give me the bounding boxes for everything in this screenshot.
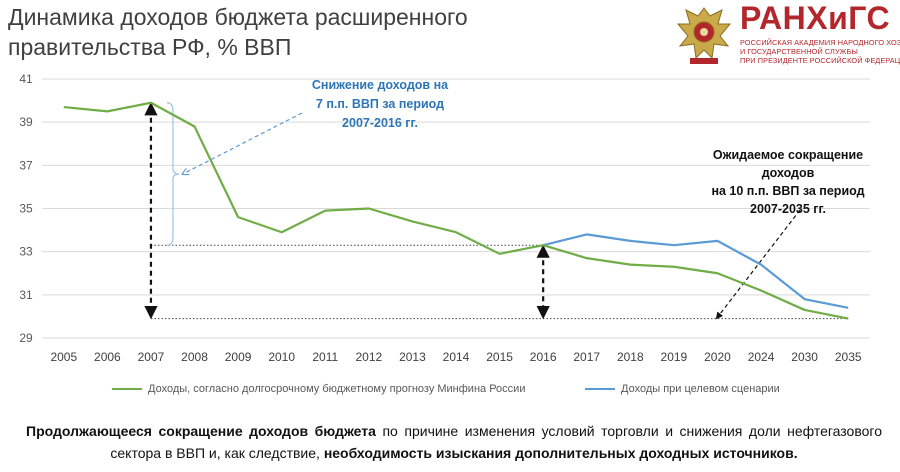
- annotation-right-line-3: на 10 п.п. ВВП за период: [711, 184, 865, 198]
- annotation-right-line-4: 2007-2035 гг.: [750, 202, 826, 216]
- logo-subtitle-line-1: РОССИЙСКАЯ АКАДЕМИЯ НАРОДНОГО ХОЗЯЙСТВА: [740, 38, 900, 47]
- annotation-right-line-2: доходов: [761, 166, 815, 180]
- x-tick-label-2024: 2024: [748, 350, 775, 364]
- annotation-guides: [144, 102, 849, 320]
- x-tick-label-2015: 2015: [486, 350, 513, 364]
- annotation-left-line-1: Снижение доходов на: [311, 78, 449, 92]
- x-axis-tick-labels: 2005 2006 2007 2008 2009 2010 2011 2012 2013 2014…: [50, 350, 861, 364]
- page-title: Динамика доходов бюджета расширенного пр…: [8, 4, 468, 60]
- x-tick-label-2017: 2017: [573, 350, 600, 364]
- x-tick-label-2014: 2014: [443, 350, 470, 364]
- legend-item-minfin: Доходы, согласно долгосрочному бюджетном…: [112, 383, 525, 395]
- x-tick-label-2007: 2007: [138, 350, 165, 364]
- x-tick-label-2005: 2005: [50, 350, 77, 364]
- x-tick-label-2011: 2011: [312, 350, 338, 364]
- y-tick-label-37: 37: [19, 158, 33, 172]
- logo-subtitle-line-2: И ГОСУДАРСТВЕННОЙ СЛУЖБЫ: [740, 47, 858, 56]
- y-axis-tick-labels: 29 31 33 35 37 39 41: [19, 72, 33, 345]
- conclusion-bold-2: необходимость изыскания дополнительных д…: [323, 445, 798, 461]
- logo-name: РАНХиГС: [740, 0, 891, 36]
- annotation-expected-decline-2007-2035: Ожидаемое сокращение доходов на 10 п.п. …: [688, 146, 888, 218]
- legend-label-target: Доходы при целевом сценарии: [621, 383, 780, 395]
- x-tick-label-2013: 2013: [399, 350, 426, 364]
- x-tick-label-2035: 2035: [835, 350, 862, 364]
- conclusion-bold-1: Продолжающееся сокращение доходов бюджет…: [26, 423, 376, 439]
- chart-grid: [42, 78, 870, 339]
- x-tick-label-2012: 2012: [355, 350, 382, 364]
- legend-swatch-green: [112, 388, 142, 390]
- brace-2007-2016: [166, 102, 179, 246]
- x-tick-label-2019: 2019: [661, 350, 688, 364]
- annotation-left-line-2: 7 п.п. ВВП за период: [315, 97, 445, 111]
- series-line-0: [63, 101, 849, 320]
- y-tick-label-39: 39: [19, 115, 33, 129]
- x-tick-label-2009: 2009: [225, 350, 252, 364]
- series-line-1: [542, 233, 849, 309]
- y-tick-label-35: 35: [19, 202, 33, 216]
- annotation-left-line-3: 2007-2016 гг.: [342, 116, 418, 130]
- y-tick-label-29: 29: [19, 331, 33, 345]
- pointer-left-annotation: [183, 112, 303, 174]
- x-tick-label-2016: 2016: [530, 350, 557, 364]
- x-tick-label-2010: 2010: [268, 350, 295, 364]
- legend-label-minfin: Доходы, согласно долгосрочному бюджетном…: [148, 383, 526, 395]
- x-tick-label-2018: 2018: [617, 350, 644, 364]
- chart-series: [63, 101, 849, 320]
- legend-swatch-blue: [585, 388, 615, 390]
- conclusion-normal-1: по причине изменения условий торговли и …: [110, 423, 882, 461]
- conclusion-text: Продолжающееся сокращение доходов бюджет…: [26, 420, 882, 464]
- x-tick-label-2008: 2008: [181, 350, 208, 364]
- y-tick-label-31: 31: [19, 288, 33, 302]
- legend-item-target: Доходы при целевом сценарии: [585, 383, 780, 395]
- y-tick-label-41: 41: [19, 72, 33, 86]
- pointer-right-annotation: [715, 209, 801, 320]
- annotation-right-line-1: Ожидаемое сокращение: [712, 148, 864, 162]
- ranepa-logo: РАНХиГС РОССИЙСКАЯ АКАДЕМИЯ НАРОДНОГО ХО…: [668, 0, 900, 72]
- logo-subtitle-line-3: ПРИ ПРЕЗИДЕНТЕ РОССИЙСКОЙ ФЕДЕРАЦИИ: [740, 56, 900, 65]
- annotation-decline-2007-2016: Снижение доходов на 7 п.п. ВВП за период…: [280, 76, 480, 133]
- x-tick-label-2006: 2006: [94, 350, 121, 364]
- double-eagle-emblem-icon: [676, 7, 732, 64]
- x-tick-label-2030: 2030: [791, 350, 818, 364]
- x-tick-label-2020: 2020: [704, 350, 731, 364]
- y-tick-label-33: 33: [19, 245, 33, 259]
